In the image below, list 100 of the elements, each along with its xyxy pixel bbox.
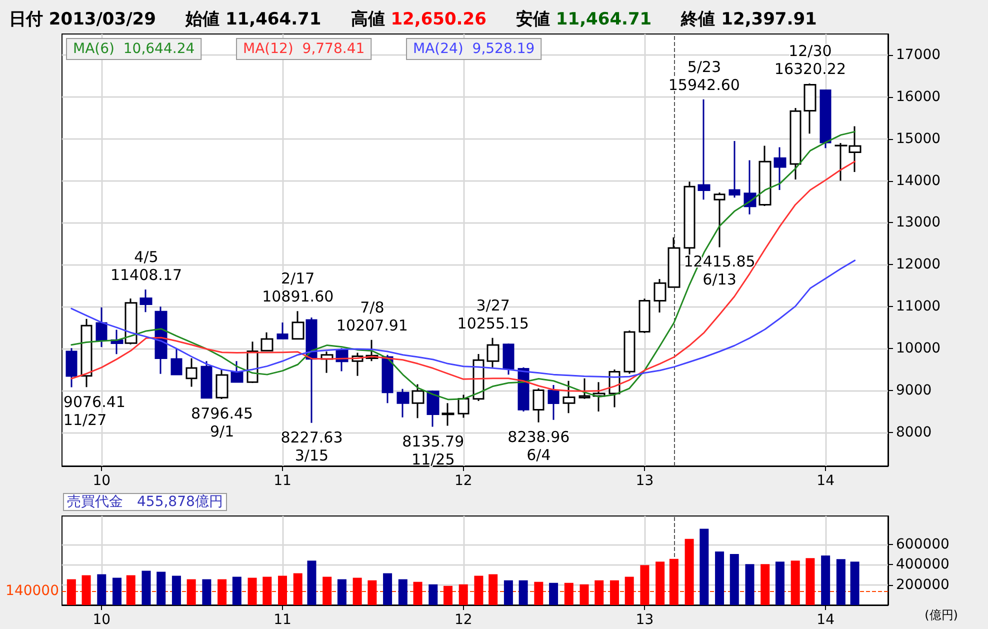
bar: [504, 580, 513, 605]
x-tick-label: 11: [274, 612, 292, 628]
bar: [534, 582, 544, 605]
text: 始値 11,464.71: [184, 10, 322, 30]
x-tick-label: 13: [636, 473, 654, 489]
candlestick: [518, 366, 530, 412]
candlestick: [486, 337, 500, 368]
y-tick-label: 11000: [896, 298, 941, 315]
bar: [610, 580, 619, 605]
bar: [218, 579, 227, 605]
candlestick: [66, 347, 78, 388]
bar: [624, 576, 634, 605]
candlestick: [532, 388, 544, 424]
candlestick: [790, 107, 802, 180]
candlestick: [396, 388, 410, 418]
bar: [413, 582, 422, 605]
y-tick-label: 9000: [896, 382, 932, 399]
candlestick: [820, 89, 832, 149]
annotation: 12/30 16320.22: [774, 42, 846, 78]
bar: [428, 584, 438, 605]
x-tick-label: 10: [92, 473, 111, 489]
bar: [278, 576, 287, 605]
bar: [82, 575, 91, 605]
bar: [745, 564, 754, 605]
candlestick: [624, 330, 636, 374]
candlestick: [426, 390, 440, 428]
chart-title: 売買代金 455,878億円: [67, 494, 223, 510]
bar: [248, 578, 257, 605]
x-tick-label: 13: [636, 612, 654, 628]
candlestick: [728, 140, 740, 198]
candlestick: [714, 192, 726, 248]
candlestick: [548, 384, 560, 421]
bar: [383, 573, 392, 605]
x-tick-label: 14: [816, 612, 835, 628]
candlestick: [216, 368, 228, 400]
candlestick: [140, 288, 152, 313]
x-tick-label: 12: [454, 612, 472, 628]
candlestick: [292, 310, 304, 340]
y-tick-label: 8000: [896, 424, 932, 440]
ref-line-label: 140000: [6, 582, 59, 599]
bar: [398, 579, 408, 605]
bar: [443, 586, 452, 605]
bar: [322, 576, 332, 605]
candlestick: [80, 318, 92, 388]
text: 終値 12,397.91: [680, 10, 817, 30]
text: MA(12) 9,778.41: [243, 41, 365, 57]
bar: [66, 579, 76, 605]
text: MA(24) 9,528.19: [413, 41, 535, 57]
candlestick: [698, 98, 710, 200]
candlestick: [442, 402, 454, 426]
bar: [368, 580, 377, 605]
bar: [142, 570, 151, 605]
candlestick: [592, 381, 606, 412]
candlestick: [758, 145, 772, 207]
bar: [640, 565, 650, 605]
y-tick-label: 400000: [896, 556, 950, 573]
bar: [760, 564, 770, 605]
annotation: 4/5 11408.17: [110, 248, 182, 284]
annotation: 7/8 10207.91: [336, 298, 408, 334]
candlestick: [412, 383, 424, 419]
annotation: 3/27 10255.15: [457, 296, 529, 332]
bar: [836, 559, 846, 605]
bar: [488, 574, 498, 605]
candlestick: [170, 348, 182, 376]
candlestick: [110, 328, 124, 355]
candlestick: [154, 306, 168, 375]
candlestick: [578, 378, 590, 400]
chart-title: 日付 2013/03/29: [9, 10, 156, 30]
bar: [126, 575, 136, 605]
candlestick: [96, 306, 108, 348]
y-tick-label: 17000: [896, 46, 941, 63]
text: 高値 12,650.26: [350, 10, 486, 30]
candlestick: [744, 159, 756, 216]
candlestick: [774, 146, 786, 191]
y-tick-label: 14000: [896, 172, 941, 189]
bar: [307, 560, 316, 605]
y-tick-label: 600000: [896, 536, 950, 552]
candlestick: [458, 394, 470, 419]
bar: [518, 580, 528, 605]
candlestick: [502, 342, 514, 376]
candlestick: [638, 298, 650, 334]
annotation: 8227.63 3/15: [280, 428, 343, 464]
bar: [684, 538, 694, 605]
bar: [850, 562, 860, 605]
x-tick-label: 11: [274, 473, 292, 489]
candlestick: [306, 316, 318, 424]
bar: [293, 573, 302, 605]
bar: [202, 579, 212, 605]
candlestick: [382, 354, 394, 404]
candlestick: [562, 380, 576, 414]
bar: [700, 528, 709, 605]
bar: [549, 582, 558, 605]
annotation: 9076.41 11/27: [63, 392, 126, 429]
y-tick-label: 200000: [896, 576, 950, 593]
text: MA(6) 10,644.24: [73, 41, 195, 57]
bar: [580, 584, 589, 605]
annotation: 8796.45 9/1: [191, 404, 254, 441]
bar: [352, 578, 362, 605]
bar: [97, 574, 106, 605]
candlestick: [200, 360, 212, 400]
